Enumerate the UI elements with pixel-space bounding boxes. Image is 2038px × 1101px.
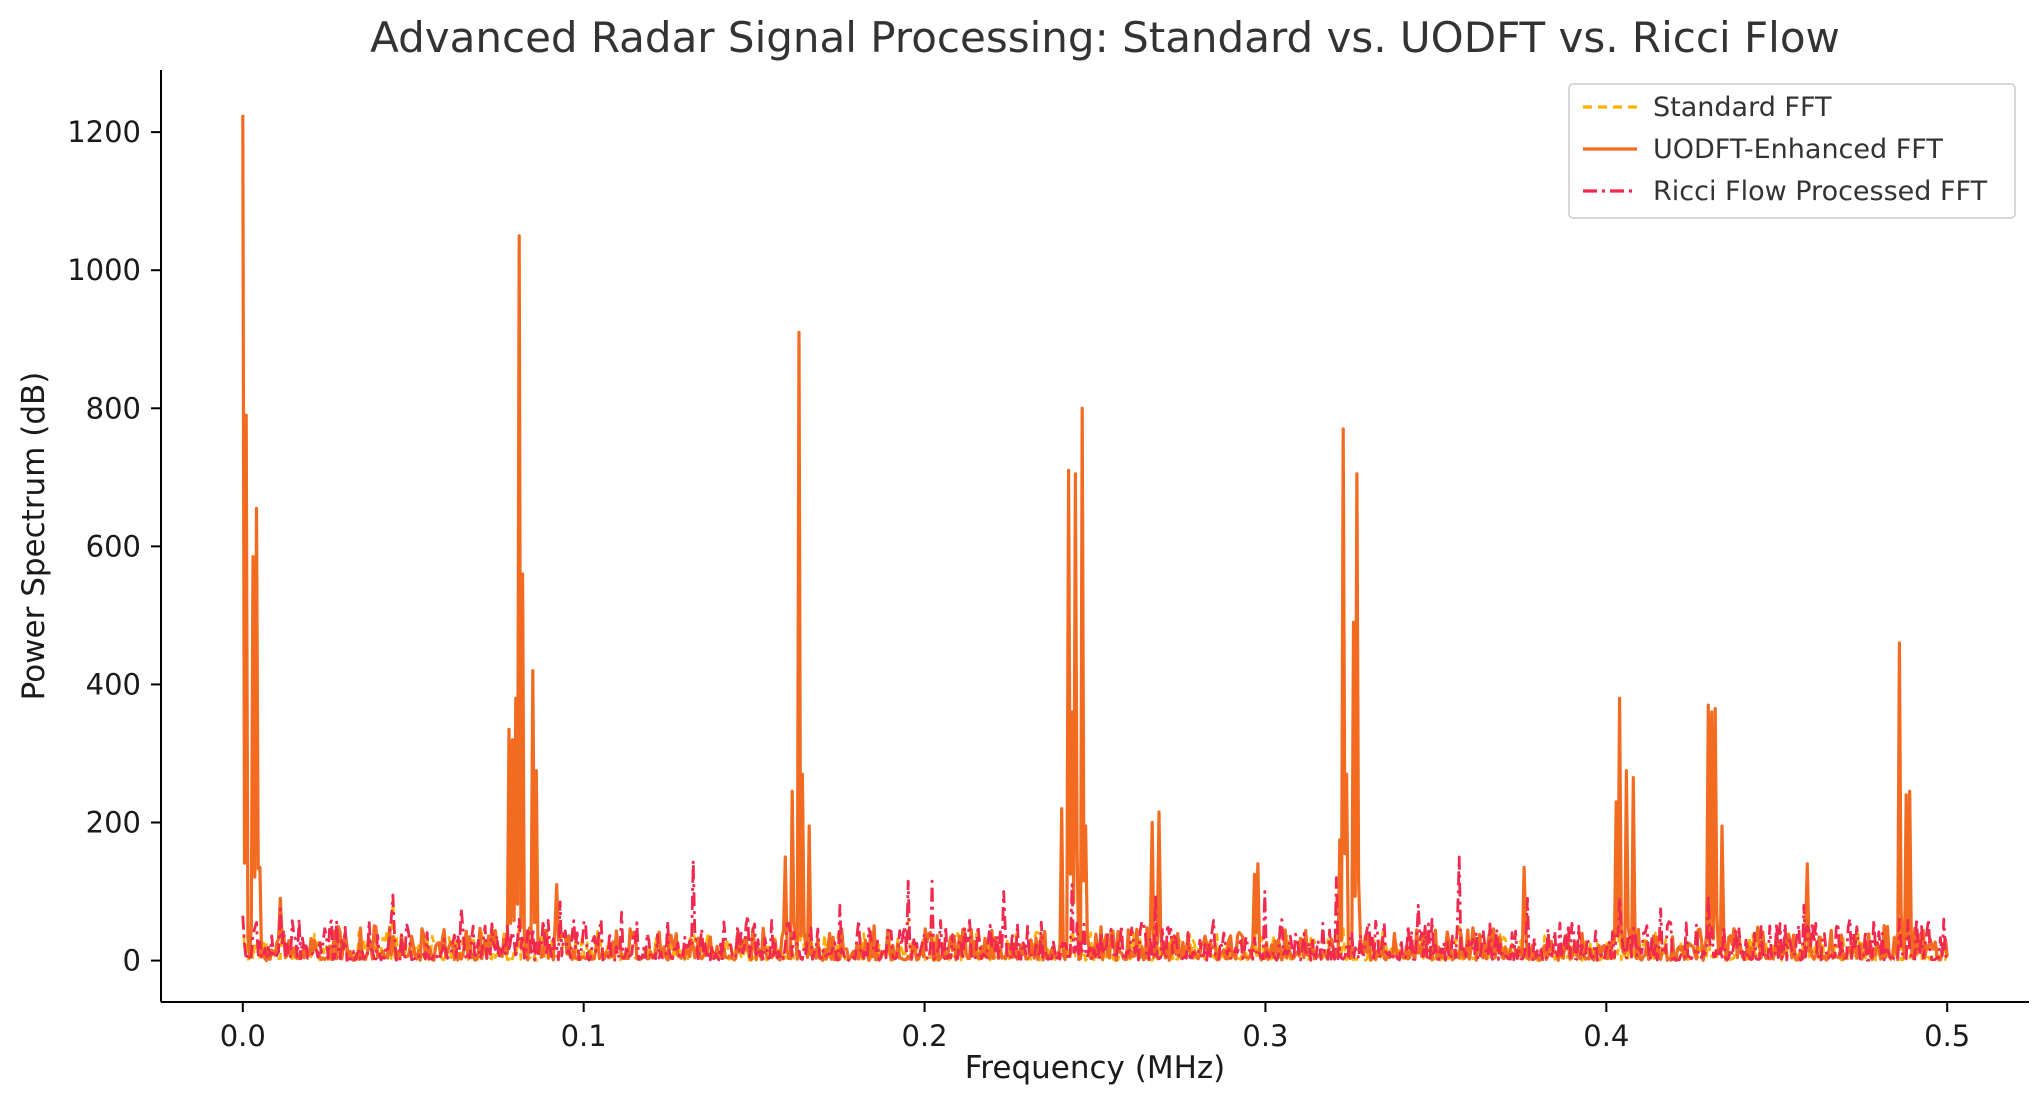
x-tick-label: 0.2 bbox=[901, 1019, 947, 1053]
y-tick-label: 200 bbox=[86, 806, 141, 840]
x-axis-title: Frequency (MHz) bbox=[965, 1050, 1226, 1086]
series-line bbox=[241, 855, 1949, 962]
legend-label: Ricci Flow Processed FFT bbox=[1653, 176, 1988, 207]
legend: Standard FFT UODFT-Enhanced FFT Ricci Flow… bbox=[1568, 83, 2016, 219]
chart-title: Advanced Radar Signal Processing: Standa… bbox=[370, 13, 1840, 62]
series-layer bbox=[241, 114, 1949, 963]
y-tick-label: 1200 bbox=[67, 115, 141, 149]
y-tick-label: 400 bbox=[86, 667, 141, 701]
x-tick-label: 0.3 bbox=[1242, 1019, 1288, 1053]
x-ticks: 0.0 0.1 0.2 0.3 0.4 0.5 bbox=[220, 1002, 1970, 1053]
legend-label: Standard FFT bbox=[1653, 92, 1832, 123]
legend-label: UODFT-Enhanced FFT bbox=[1653, 134, 1943, 165]
x-tick-label: 0.4 bbox=[1583, 1019, 1629, 1053]
y-axis-title: Power Spectrum (dB) bbox=[16, 372, 52, 701]
y-tick-label: 1000 bbox=[67, 253, 141, 287]
y-ticks: 0 200 400 600 800 1000 1200 bbox=[67, 115, 161, 978]
x-tick-label: 0.0 bbox=[220, 1019, 266, 1053]
y-tick-label: 600 bbox=[86, 529, 141, 563]
x-tick-label: 0.1 bbox=[561, 1019, 607, 1053]
y-tick-label: 0 bbox=[123, 944, 141, 978]
y-tick-label: 800 bbox=[86, 391, 141, 425]
x-tick-label: 0.5 bbox=[1924, 1019, 1970, 1053]
legend-box bbox=[1568, 83, 2016, 219]
series-line bbox=[241, 114, 1949, 963]
